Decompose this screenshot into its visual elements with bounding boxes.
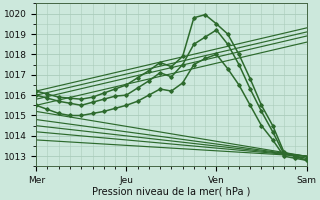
- X-axis label: Pression niveau de la mer( hPa ): Pression niveau de la mer( hPa ): [92, 187, 251, 197]
